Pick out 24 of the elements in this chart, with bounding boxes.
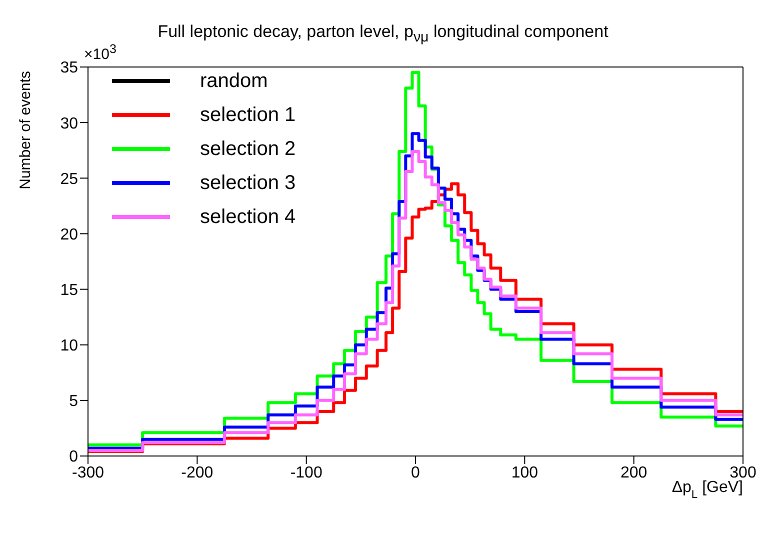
legend-label: selection 4 (200, 206, 296, 228)
y-tick-label: 10 (60, 338, 78, 355)
y-tick-label: 0 (69, 448, 78, 466)
legend-label: random (200, 70, 268, 92)
legend-label: selection 2 (200, 138, 296, 160)
x-tick-label: 300 (730, 464, 756, 482)
chart-title: Full leptonic decay, parton level, p$_{νμ}$ longitudinal component (158, 22, 608, 46)
legend-label: selection 1 (200, 104, 296, 126)
x-tick-label: -300 (72, 464, 104, 482)
y-tick-label: 35 (60, 60, 78, 77)
x-axis-title: Δp$_{L}$ [GeV] (672, 479, 743, 501)
y-tick-label: 15 (60, 282, 78, 299)
x-tick-label: 100 (511, 464, 538, 482)
y-tick-label: 20 (60, 226, 78, 244)
x-tick-label: -100 (290, 464, 322, 482)
legend-label: selection 3 (200, 172, 296, 194)
x-tick-label: -200 (181, 464, 214, 482)
x-tick-label: 200 (620, 464, 648, 482)
y-axis-title: Number of events (17, 71, 34, 190)
y-tick-label: 30 (60, 115, 78, 132)
y-tick-label: 5 (69, 393, 78, 410)
x-tick-label: 0 (411, 464, 420, 482)
y-tick-label: 25 (60, 170, 78, 188)
text: ×10$^{3}$ (84, 42, 116, 63)
